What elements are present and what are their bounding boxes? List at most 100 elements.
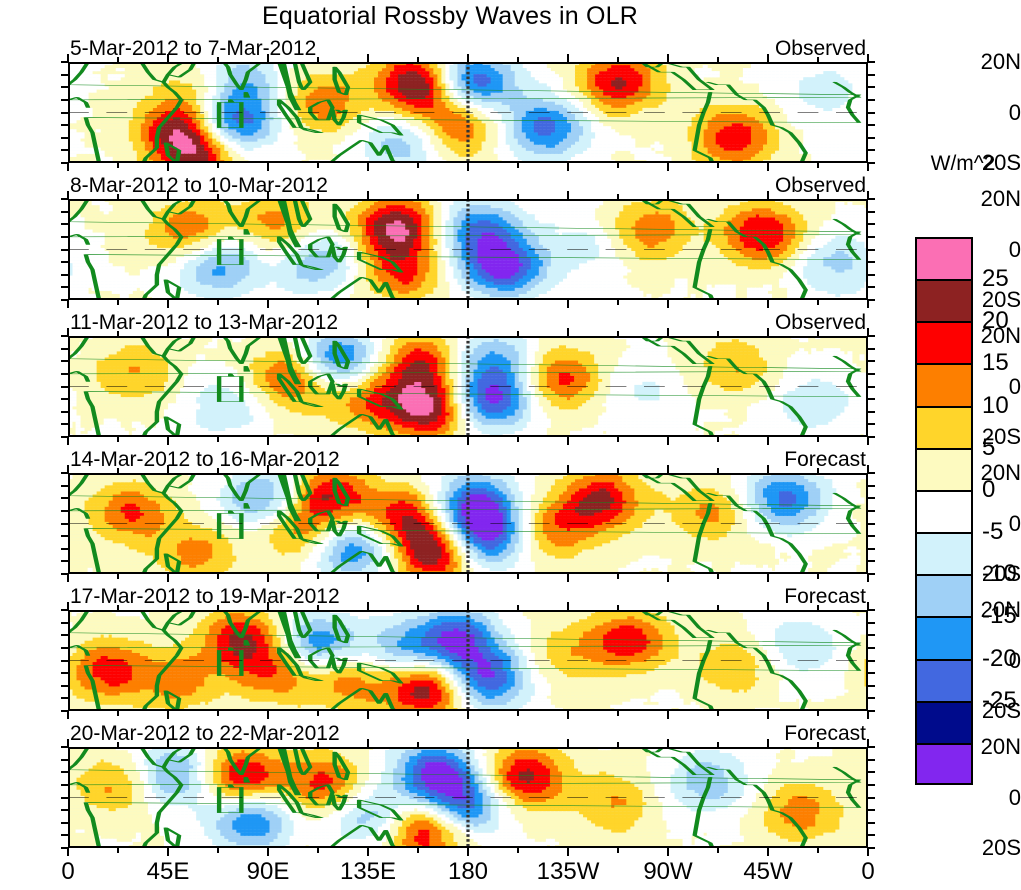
y-axis-tick (61, 286, 68, 289)
x-axis-minor-tick (567, 711, 569, 716)
x-axis-minor-tick (517, 468, 519, 473)
x-axis-minor-tick (117, 194, 119, 199)
panel-status-label: Observed (775, 38, 866, 59)
map-panel[interactable] (68, 610, 868, 711)
y-axis-tick (868, 198, 875, 200)
x-axis-minor-tick (867, 437, 869, 442)
colorbar-band (915, 489, 973, 533)
y-axis-tick (61, 834, 68, 837)
y-axis-tick (61, 385, 68, 388)
x-axis-minor-tick (217, 574, 219, 579)
x-axis-minor-tick (717, 331, 719, 336)
x-axis-minor-tick (317, 711, 319, 716)
x-axis-minor-tick (67, 163, 69, 168)
y-axis-tick (61, 535, 68, 538)
x-axis-minor-tick (467, 437, 469, 442)
x-axis-minor-tick (667, 331, 669, 336)
y-axis-tick (868, 347, 875, 350)
x-axis-minor-tick (667, 711, 669, 716)
x-axis-minor-tick (367, 848, 369, 853)
y-axis-tick (868, 710, 875, 712)
y-axis-tick (868, 223, 875, 226)
x-axis-minor-tick (167, 468, 169, 473)
panel-period-label: 20-Mar-2012 to 22-Mar-2012 (70, 723, 340, 744)
y-axis-tick (868, 821, 875, 824)
x-axis-minor-tick (167, 742, 169, 747)
y-axis-tick (868, 522, 875, 525)
y-axis-tick (868, 299, 875, 301)
x-axis-minor-tick (267, 848, 269, 853)
x-axis-minor-tick (267, 331, 269, 336)
x-axis-minor-tick (667, 605, 669, 610)
x-axis-minor-tick (417, 437, 419, 442)
y-axis-tick (61, 235, 68, 238)
y-axis-tick (868, 847, 875, 849)
colorbar-band (915, 574, 973, 617)
x-axis-minor-tick (267, 711, 269, 716)
y-axis-tick (61, 248, 68, 251)
x-axis-minor-tick (317, 437, 319, 442)
x-axis-minor-tick (117, 742, 119, 747)
x-axis-minor-tick (417, 605, 419, 610)
y-axis-tick (868, 472, 875, 474)
y-axis-tick-label: 20S (959, 152, 1021, 174)
x-axis-minor-tick (467, 194, 469, 199)
colorbar-tick-label: 10 (982, 393, 1009, 418)
map-panel[interactable] (68, 336, 868, 437)
colorbar-band (915, 405, 973, 448)
x-axis-minor-tick (517, 331, 519, 336)
x-axis-minor-tick (717, 57, 719, 62)
colorbar[interactable] (915, 237, 973, 785)
x-axis-minor-tick (517, 57, 519, 62)
map-panel[interactable] (68, 473, 868, 574)
y-axis-tick (61, 560, 68, 563)
x-axis-minor-tick (867, 468, 869, 473)
x-axis-tick-label: 135W (537, 858, 600, 886)
x-axis-minor-tick (567, 57, 569, 62)
map-panel[interactable] (68, 62, 868, 163)
x-axis-minor-tick (67, 605, 69, 610)
x-axis-minor-tick (767, 300, 769, 305)
colorbar-tick-label: 25 (982, 267, 1009, 291)
y-axis-tick (868, 436, 875, 438)
y-axis-tick (61, 423, 68, 426)
y-axis-tick (61, 659, 68, 662)
x-axis-minor-tick (867, 605, 869, 610)
y-axis-tick (868, 746, 875, 748)
colorbar-band-divider (915, 279, 973, 282)
y-axis-tick (868, 149, 875, 152)
x-axis-minor-tick (167, 331, 169, 336)
x-axis-minor-tick (467, 848, 469, 853)
x-axis-minor-tick (417, 163, 419, 168)
y-axis-tick (61, 758, 68, 761)
panel-status-label: Forecast (784, 723, 866, 744)
y-axis-tick (61, 223, 68, 226)
x-axis-minor-tick (67, 848, 69, 853)
x-axis-minor-tick (317, 194, 319, 199)
x-axis-minor-tick (617, 468, 619, 473)
x-axis-minor-tick (517, 742, 519, 747)
x-axis-minor-tick (817, 605, 819, 610)
y-axis-tick (868, 385, 875, 388)
x-axis-minor-tick (167, 574, 169, 579)
y-axis-tick (868, 248, 875, 251)
x-axis-minor-tick (167, 194, 169, 199)
map-panel[interactable] (68, 199, 868, 300)
y-axis-tick-label: 0 (959, 101, 1021, 124)
y-axis-tick (868, 659, 875, 662)
x-axis-minor-tick (617, 163, 619, 168)
y-axis-tick-label: 0 (959, 786, 1021, 809)
y-axis-tick (868, 621, 875, 624)
x-axis-minor-tick (867, 194, 869, 199)
y-axis-tick-label: 20N (959, 325, 1021, 347)
y-axis-tick (61, 522, 68, 525)
x-axis-minor-tick (417, 742, 419, 747)
colorbar-band-divider (915, 742, 973, 745)
y-axis-tick (61, 746, 68, 748)
x-axis-minor-tick (717, 605, 719, 610)
panel-period-label: 8-Mar-2012 to 10-Mar-2012 (70, 175, 328, 196)
y-axis-tick-label: 20N (959, 51, 1021, 73)
x-axis-minor-tick (317, 163, 319, 168)
map-panel[interactable] (68, 747, 868, 848)
y-axis-tick-label: 20S (959, 837, 1021, 859)
